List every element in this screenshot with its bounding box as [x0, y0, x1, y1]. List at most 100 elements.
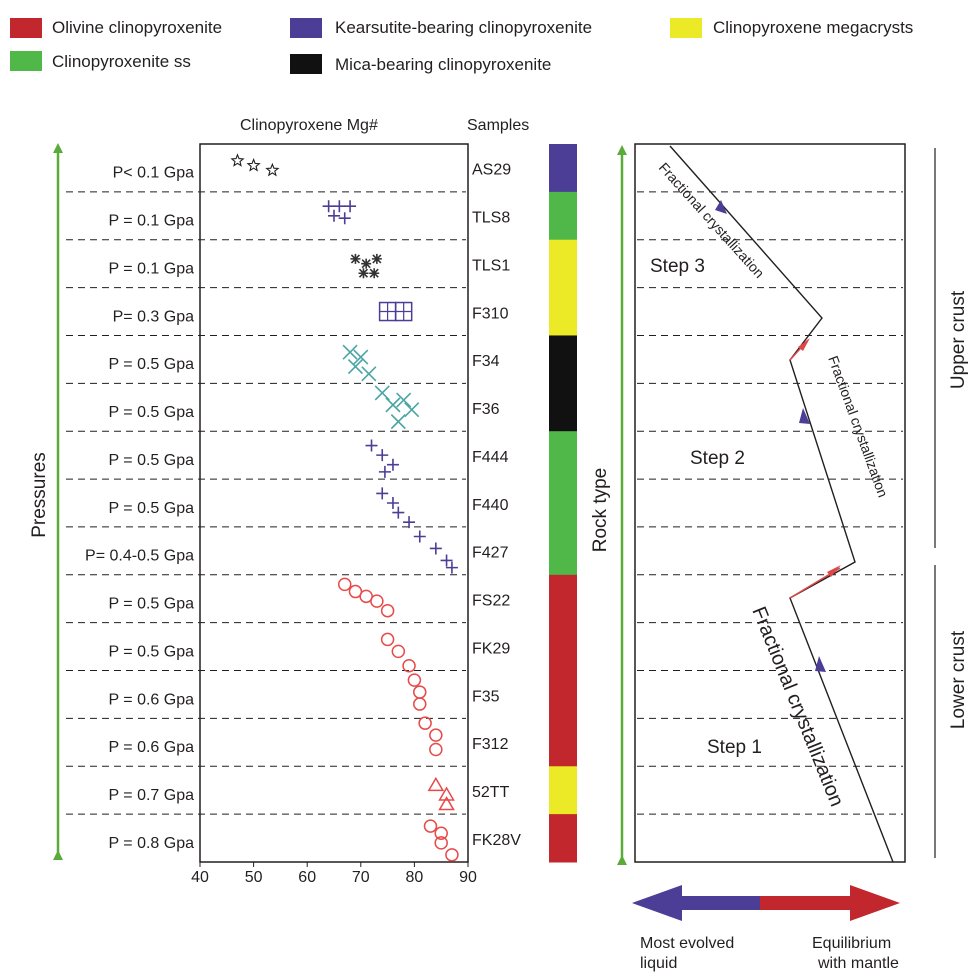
plus-mark: [376, 449, 389, 462]
pressure-label: P= 0.3 Gpa: [113, 308, 194, 325]
legend-label-olivine: Olivine clinopyroxenite: [52, 18, 222, 37]
circle-mark: [434, 826, 448, 841]
star-mark: [246, 157, 261, 172]
x-axis-ticks: 40 50 60 70 80 90: [191, 862, 477, 886]
x-mark: [374, 385, 390, 401]
rock-type-bar: [549, 144, 577, 863]
path-arrow-blue-3: [715, 200, 727, 214]
rock-type-segment: [549, 144, 577, 193]
point-star: [230, 153, 245, 167]
legend: Olivine clinopyroxenite Kearsutite-beari…: [10, 18, 913, 74]
point-plus: [328, 209, 340, 222]
pressure-label: P = 0.6 Gpa: [108, 691, 194, 708]
point-plus: [376, 487, 389, 500]
plus-mark: [386, 458, 399, 471]
pressure-label: P = 0.1 Gpa: [108, 213, 194, 230]
sample-rows: P< 0.1 Gpa AS29 P = 0.1 Gpa TLS8 P = 0.1 Gpa…: [66, 162, 521, 852]
x-mark: [404, 402, 420, 418]
sample-label: 52TT: [472, 784, 510, 801]
x-mark: [396, 392, 412, 408]
point-plus: [386, 497, 399, 509]
point-plus: [429, 542, 442, 555]
lower-crust-label: Lower crust: [948, 630, 969, 729]
point-asterisk: [371, 253, 382, 264]
sample-label: F440: [472, 497, 509, 514]
point-plus: [413, 530, 426, 543]
circle-mark: [418, 716, 432, 730]
x-mark: [361, 366, 377, 382]
plus-mark: [413, 530, 426, 543]
plus-mark: [440, 554, 453, 567]
circle-mark: [407, 673, 422, 687]
point-asterisk: [369, 268, 380, 279]
asterisk-mark: [350, 253, 361, 264]
point-circle: [370, 594, 384, 608]
pressure-label: P< 0.1 Gpa: [113, 165, 194, 182]
plus-mark: [376, 487, 389, 500]
circle-mark: [370, 594, 384, 608]
legend-swatch-clinopyroxenite-ss: [10, 51, 42, 71]
point-plus: [440, 554, 453, 567]
square-inner-mark: [395, 302, 412, 321]
pressure-label: P = 0.1 Gpa: [108, 260, 194, 277]
point-circle: [380, 632, 395, 647]
x-mark: [390, 414, 406, 430]
scatter-marks: [230, 153, 459, 862]
plus-mark: [344, 200, 357, 213]
upper-crust-label: Upper crust: [948, 290, 969, 389]
point-plus: [386, 458, 399, 471]
x-tick-label: 40: [191, 869, 209, 886]
sample-label: F444: [472, 449, 509, 466]
circle-mark: [402, 658, 416, 673]
circle-mark: [423, 819, 438, 833]
sample-label: FS22: [472, 593, 510, 610]
point-circle: [413, 697, 427, 711]
point-x: [374, 385, 390, 401]
plus-mark: [429, 542, 442, 555]
pressure-label: P = 0.5 Gpa: [108, 404, 194, 421]
sample-label: F312: [472, 736, 509, 753]
legend-label-clinopyroxenite-ss: Clinopyroxenite ss: [52, 52, 191, 71]
point-square: [394, 301, 413, 322]
sample-label: FK29: [472, 640, 510, 657]
pressure-label: P = 0.5 Gpa: [108, 500, 194, 517]
path-red-segment-1: [789, 567, 841, 599]
pressure-label: P = 0.5 Gpa: [108, 643, 194, 660]
rock-type-segment: [549, 814, 577, 863]
point-asterisk: [350, 253, 361, 264]
point-square: [378, 301, 397, 322]
x-mark: [385, 397, 401, 413]
point-circle: [434, 836, 448, 850]
point-circle: [407, 673, 422, 687]
legend-swatch-mica: [290, 54, 322, 74]
pressure-label: P = 0.5 Gpa: [108, 452, 194, 469]
plus-mark: [392, 506, 405, 519]
plus-mark: [328, 209, 340, 222]
x-tick-label: 50: [245, 869, 263, 886]
square-inner-mark: [379, 302, 396, 321]
sample-label: F36: [472, 401, 500, 418]
mg-plot-frame: [199, 143, 469, 863]
equilibrium-label: Equilibrium with mantle: [812, 935, 899, 972]
point-triangle: [438, 786, 455, 801]
rock-type-segment: [549, 766, 577, 815]
circle-mark: [434, 836, 448, 850]
point-triangle: [438, 796, 455, 811]
point-circle: [380, 603, 395, 618]
plus-mark: [403, 516, 416, 529]
x-mark: [342, 344, 358, 360]
star-mark: [230, 153, 245, 167]
legend-label-megacrysts: Clinopyroxene megacrysts: [713, 18, 913, 37]
rock-type-label: Rock type: [590, 468, 611, 552]
point-plus: [322, 200, 335, 213]
rock-type-segment: [549, 191, 577, 241]
sample-label: F34: [472, 353, 500, 370]
pressure-label: P = 0.8 Gpa: [108, 835, 194, 852]
point-circle: [434, 826, 448, 841]
asterisk-mark: [361, 258, 372, 269]
point-x: [390, 414, 406, 430]
legend-label-mica: Mica-bearing clinopyroxenite: [335, 55, 551, 74]
point-x: [342, 344, 358, 360]
point-plus: [403, 516, 416, 529]
